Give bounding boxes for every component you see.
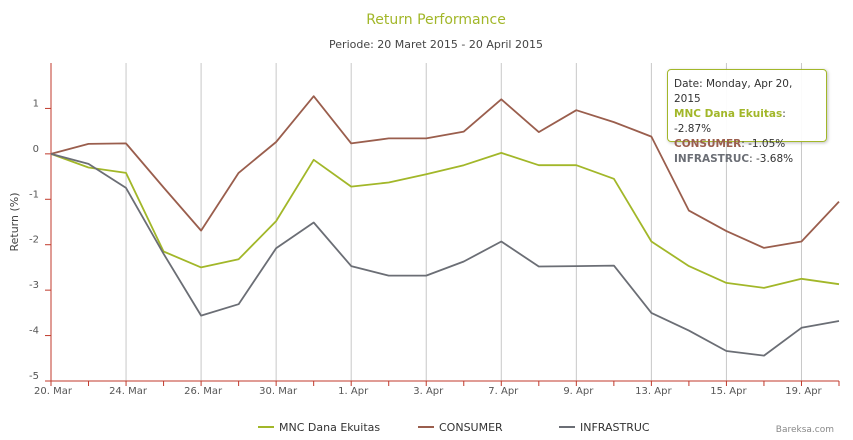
tooltip-row: CONSUMER: -1.05% [674, 137, 820, 152]
tooltip-date: Date: Monday, Apr 20, 2015 [674, 78, 793, 105]
x-tick-label: 30. Mar [259, 386, 298, 397]
x-tick-label: 15. Apr [710, 386, 747, 397]
tooltip-series-value: : -3.68% [749, 153, 794, 165]
tooltip-series-name: CONSUMER [674, 138, 742, 150]
legend[interactable]: MNC Dana Ekuitas CONSUMER INFRASTRUC [258, 421, 650, 434]
y-tick-label: -1 [29, 189, 39, 200]
y-axis-label: Return (%) [8, 192, 21, 251]
legend-label: INFRASTRUC [580, 421, 650, 434]
x-tick-label: 19. Apr [785, 386, 822, 397]
x-tick-label: 1. Apr [338, 386, 369, 397]
x-tick-label: 7. Apr [488, 386, 519, 397]
y-tick-label: 1 [33, 98, 39, 109]
y-tick-label: -3 [29, 280, 39, 291]
tooltip-series-value: : -2.87% [674, 108, 786, 135]
x-tick-label: 9. Apr [563, 386, 594, 397]
x-axis-ticks: 20. Mar 24. Mar 26. Mar 30. Mar 1. Apr 3. Apr… [34, 381, 840, 397]
axes [50, 63, 839, 382]
y-tick-label: 0 [33, 144, 39, 155]
legend-item[interactable]: INFRASTRUC [559, 421, 650, 434]
series-line[interactable] [50, 153, 840, 357]
tooltip: Date: Monday, Apr 20, 2015 MNC Dana Ekui… [667, 69, 827, 165]
series-line[interactable] [50, 95, 840, 249]
tooltip-series-name: MNC Dana Ekuitas [674, 108, 783, 120]
x-tick-label: 13. Apr [635, 386, 672, 397]
tooltip-row: INFRASTRUC: -3.68% [674, 152, 820, 167]
legend-label: MNC Dana Ekuitas [279, 421, 380, 434]
legend-label: CONSUMER [439, 421, 503, 434]
chart-subtitle: Periode: 20 Maret 2015 - 20 April 2015 [329, 38, 543, 51]
tooltip-series-name: INFRASTRUC [674, 153, 750, 165]
credit-text[interactable]: Bareksa.com [776, 425, 834, 435]
chart-title: Return Performance [366, 12, 506, 28]
x-tick-label: 20. Mar [34, 386, 73, 397]
legend-item[interactable]: CONSUMER [418, 421, 503, 434]
series-line[interactable] [50, 151, 840, 289]
x-tick-label: 24. Mar [109, 386, 148, 397]
x-tick-label: 26. Mar [184, 386, 223, 397]
y-tick-label: -2 [29, 235, 39, 246]
y-tick-label: -4 [29, 326, 39, 337]
tooltip-series-value: : -1.05% [741, 138, 786, 150]
y-axis-ticks: 1 0 -1 -2 -3 -4 -5 [29, 98, 51, 382]
legend-item[interactable]: MNC Dana Ekuitas [258, 421, 380, 434]
x-tick-label: 3. Apr [413, 386, 444, 397]
y-tick-label: -5 [29, 371, 39, 382]
series-lines [50, 95, 840, 357]
tooltip-row: MNC Dana Ekuitas: -2.87% [674, 107, 820, 137]
